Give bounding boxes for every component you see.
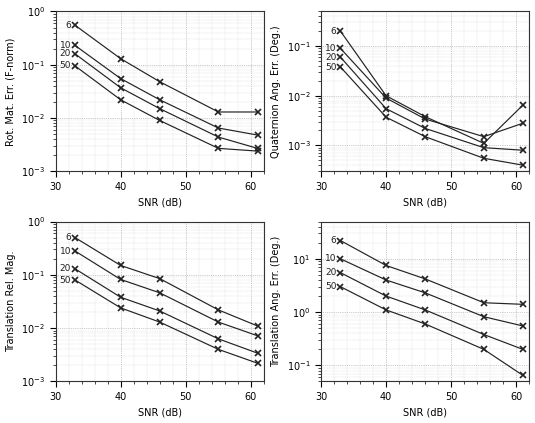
Y-axis label: Translation Ang. Err. (Deg.): Translation Ang. Err. (Deg.) [271,236,281,367]
Text: 50: 50 [60,275,71,285]
Text: 6: 6 [331,236,337,245]
X-axis label: SNR (dB): SNR (dB) [138,407,182,418]
Text: 20: 20 [60,49,71,58]
Text: 50: 50 [60,61,71,71]
Text: 6: 6 [65,21,71,30]
X-axis label: SNR (dB): SNR (dB) [138,198,182,207]
Text: 50: 50 [325,63,337,71]
Text: 50: 50 [325,282,337,291]
Y-axis label: Rot. Mat. Err. (F-norm): Rot. Mat. Err. (F-norm) [5,37,16,146]
Text: 10: 10 [325,44,337,53]
Text: 10: 10 [325,254,337,264]
Text: 6: 6 [65,233,71,242]
Text: 6: 6 [331,27,337,36]
Y-axis label: Quaternion Ang. Err. (Deg.): Quaternion Ang. Err. (Deg.) [271,25,281,158]
Text: 20: 20 [60,264,71,273]
Text: 20: 20 [325,268,337,277]
Y-axis label: Translation Rel. Mag.: Translation Rel. Mag. [5,251,16,352]
Text: 20: 20 [325,52,337,62]
Text: 10: 10 [60,41,71,50]
Text: 10: 10 [60,247,71,255]
X-axis label: SNR (dB): SNR (dB) [403,198,447,207]
X-axis label: SNR (dB): SNR (dB) [403,407,447,418]
